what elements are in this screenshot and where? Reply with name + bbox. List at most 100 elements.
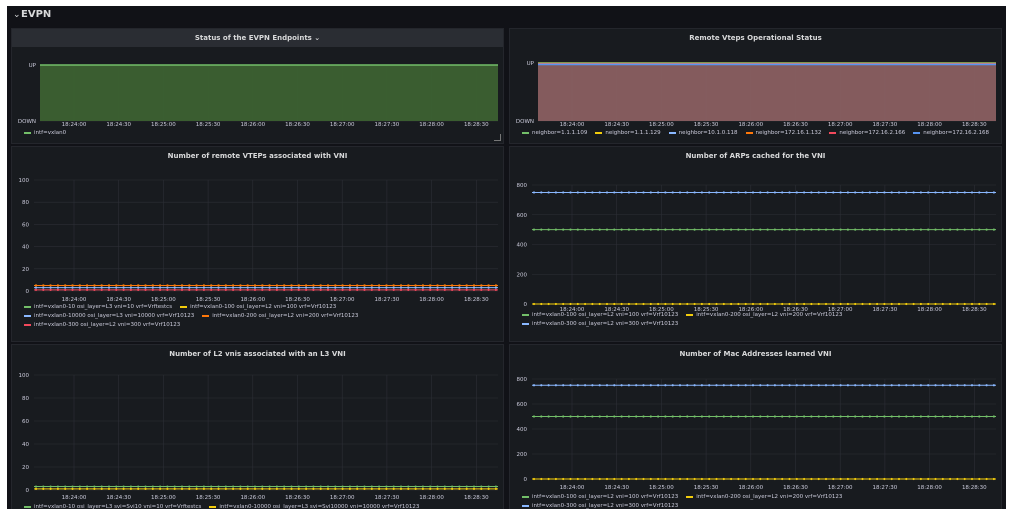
y-axis: 800 600 400 200 0 bbox=[517, 377, 996, 483]
panel-remote-vteps-per-vni[interactable]: Number of remote VTEPs associated with V… bbox=[11, 146, 504, 342]
data-point bbox=[363, 487, 366, 490]
data-point bbox=[664, 384, 667, 387]
panel-title[interactable]: Number of L2 vnis associated with an L3 … bbox=[169, 350, 346, 358]
data-point bbox=[657, 477, 660, 481]
data-point bbox=[722, 477, 725, 481]
panel-mac-addresses-per-vni[interactable]: Number of Mac Addresses learned VNI 800 6… bbox=[509, 344, 1002, 509]
data-point bbox=[290, 284, 293, 287]
data-point bbox=[100, 284, 103, 287]
data-point bbox=[378, 284, 381, 287]
data-point bbox=[356, 485, 359, 488]
legend-item-neighbor-1-1-1-129[interactable]: neighbor=1.1.1.129 bbox=[595, 129, 661, 138]
data-point bbox=[407, 487, 410, 490]
data-point bbox=[788, 477, 791, 481]
data-point bbox=[429, 288, 432, 291]
data-point bbox=[839, 415, 842, 418]
data-point bbox=[275, 288, 278, 291]
legend-item-intf-vxlan0-200-osi-layer-l2-vni-200-vrf-vrf10123[interactable]: intf=vxlan0-200 osi_layer=L2 vni=200 vrf… bbox=[686, 311, 842, 320]
panel-arps-cached-per-vni[interactable]: Number of ARPs cached for the VNI 800 600… bbox=[509, 146, 1002, 342]
data-point bbox=[905, 228, 908, 231]
data-point bbox=[649, 302, 652, 306]
data-point bbox=[620, 302, 623, 306]
data-point bbox=[399, 487, 403, 490]
data-point bbox=[107, 487, 111, 490]
data-point bbox=[708, 228, 711, 231]
data-point bbox=[429, 487, 432, 490]
chevron-down-icon[interactable]: ⌄ bbox=[13, 10, 21, 20]
data-point bbox=[708, 477, 711, 481]
panel-evpn-endpoints-status[interactable]: Status of the EVPN Endpoints ⌄ UP DOWN 18:… bbox=[11, 28, 504, 144]
data-point bbox=[978, 415, 981, 418]
data-point bbox=[876, 228, 879, 231]
legend-item-neighbor-172-16-2-168[interactable]: neighbor=172.16.2.168 bbox=[913, 129, 989, 138]
data-point bbox=[985, 302, 988, 306]
legend-label: intf=vxlan0 bbox=[34, 130, 67, 136]
panel-title[interactable]: Remote Vteps Operational Status bbox=[689, 34, 822, 42]
legend-swatch bbox=[522, 495, 529, 498]
panel-title[interactable]: Number of Mac Addresses learned VNI bbox=[679, 350, 832, 358]
row-title[interactable]: EVPN bbox=[21, 9, 52, 20]
data-point bbox=[751, 228, 755, 231]
data-point bbox=[224, 284, 227, 287]
data-point bbox=[810, 477, 813, 481]
legend-item-intf-vxlan0-300-osi-layer-l2-vni-300-vrf-vrf10123[interactable]: intf=vxlan0-300 osi_layer=L2 vni=300 vrf… bbox=[24, 321, 180, 330]
data-point bbox=[268, 485, 271, 488]
x-tick-label: 18:28:00 bbox=[419, 122, 444, 128]
data-point bbox=[319, 485, 322, 488]
row-header-evpn[interactable]: ⌄ EVPN bbox=[7, 6, 1006, 26]
data-point bbox=[642, 191, 645, 194]
data-point bbox=[414, 284, 417, 287]
x-tick-label: 18:26:30 bbox=[783, 307, 808, 313]
legend-item-intf-vxlan0-10000-osi-layer-l3-svi-svi10000-vni-10000-vrf-vrf10123[interactable]: intf=vxlan0-10000 osi_layer=L3 svi=Svi10… bbox=[209, 503, 419, 509]
data-point bbox=[730, 228, 733, 231]
data-point bbox=[664, 228, 667, 231]
data-point bbox=[905, 415, 908, 418]
legend-item-intf-vxlan0-100-osi-layer-l2-vni-100-vrf-vrf10123[interactable]: intf=vxlan0-100 osi_layer=L2 vni=100 vrf… bbox=[522, 311, 678, 320]
legend-item-intf-vxlan0-300-osi-layer-l2-vni-300-vrf-vrf10123[interactable]: intf=vxlan0-300 osi_layer=L2 vni=300 vrf… bbox=[522, 502, 678, 509]
x-tick-label: 18:25:00 bbox=[649, 122, 674, 128]
panel-remote-vteps-status[interactable]: Remote Vteps Operational Status UP DOWN 18… bbox=[509, 28, 1002, 144]
panel-title[interactable]: Status of the EVPN Endpoints ⌄ bbox=[12, 29, 503, 47]
panel-title[interactable]: Number of remote VTEPs associated with V… bbox=[167, 152, 348, 160]
data-point bbox=[115, 286, 118, 289]
legend-item-intf-vxlan0-300-osi-layer-l2-vni-300-vrf-vrf10123[interactable]: intf=vxlan0-300 osi_layer=L2 vni=300 vrf… bbox=[522, 320, 678, 329]
data-point bbox=[166, 284, 169, 287]
legend-item-neighbor-10-1-0-118[interactable]: neighbor=10.1.0.118 bbox=[668, 129, 738, 138]
legend-item-intf-vxlan0-100-osi-layer-l2-vni-100-vrf-vrf10123[interactable]: intf=vxlan0-100 osi_layer=L2 vni=100 vrf… bbox=[522, 493, 678, 502]
legend-item-intf-vxlan0-10-osi-layer-l3-vni-10-vrf-vrftestcs[interactable]: intf=vxlan0-10 osi_layer=L3 vni=10 vrf=V… bbox=[24, 303, 172, 312]
legend-item-intf-vxlan0[interactable]: intf=vxlan0 bbox=[24, 129, 66, 138]
data-point bbox=[773, 228, 776, 231]
data-point bbox=[370, 485, 373, 488]
data-point bbox=[657, 384, 660, 387]
area-fill-up bbox=[538, 63, 996, 121]
resize-handle[interactable] bbox=[494, 134, 501, 141]
legend-label: intf=vxlan0-300 osi_layer=L2 vni=300 vrf… bbox=[34, 322, 181, 328]
y-tick-label: 800 bbox=[517, 183, 528, 189]
data-point bbox=[963, 477, 966, 481]
legend-item-intf-vxlan0-200-osi-layer-l2-vni-200-vrf-vrf10123[interactable]: intf=vxlan0-200 osi_layer=L2 vni=200 vrf… bbox=[202, 312, 358, 321]
data-point bbox=[876, 415, 879, 418]
data-point bbox=[956, 228, 959, 231]
data-point bbox=[195, 286, 198, 289]
data-point bbox=[810, 228, 813, 231]
legend-item-neighbor-1-1-1-109[interactable]: neighbor=1.1.1.109 bbox=[522, 129, 587, 138]
legend-item-neighbor-172-16-1-132[interactable]: neighbor=172.16.1.132 bbox=[745, 129, 821, 138]
data-point bbox=[635, 384, 638, 387]
x-tick-label: 18:26:30 bbox=[285, 495, 310, 501]
legend-item-intf-vxlan0-10-osi-layer-l3-svi-svi10-vni-10-vrf-vrftestcs[interactable]: intf=vxlan0-10 osi_layer=L3 svi=Svi10 vn… bbox=[24, 503, 201, 509]
panel-title[interactable]: Number of ARPs cached for the VNI bbox=[685, 152, 826, 160]
legend-item-intf-vxlan0-10000-osi-layer-l3-vni-10000-vrf-vrf10123[interactable]: intf=vxlan0-10000 osi_layer=L3 vni=10000… bbox=[24, 312, 194, 321]
data-point bbox=[693, 191, 696, 194]
legend: intf=vxlan0-10 osi_layer=L3 svi=Svi10 vn… bbox=[24, 503, 427, 509]
data-point bbox=[487, 284, 490, 287]
legend-item-intf-vxlan0-200-osi-layer-l2-vni-200-vrf-vrf10123[interactable]: intf=vxlan0-200 osi_layer=L2 vni=200 vrf… bbox=[686, 493, 842, 502]
legend-item-intf-vxlan0-100-osi-layer-l2-vni-100-vrf-vrf10123[interactable]: intf=vxlan0-100 osi_layer=L2 vni=100 vrf… bbox=[180, 303, 336, 312]
data-point bbox=[49, 284, 52, 287]
legend-item-neighbor-172-16-2-166[interactable]: neighbor=172.16.2.166 bbox=[829, 129, 905, 138]
x-tick-label: 18:24:00 bbox=[62, 495, 87, 501]
panel-l2-vnis-per-l3-vni[interactable]: Number of L2 vnis associated with an L3 … bbox=[11, 344, 504, 509]
data-point bbox=[686, 477, 689, 481]
data-point bbox=[210, 286, 213, 289]
data-point bbox=[532, 302, 536, 306]
